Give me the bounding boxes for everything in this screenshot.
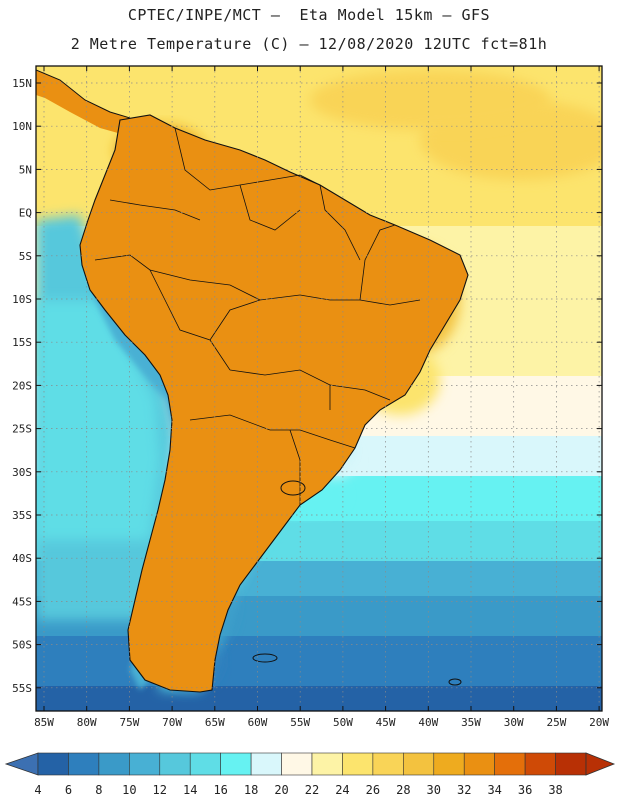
lat-label: 5N <box>19 163 32 176</box>
axis-ticks <box>36 66 602 711</box>
colorbar-swatch <box>129 752 161 776</box>
lon-label: 65W <box>205 716 225 729</box>
colorbar-swatch <box>281 752 313 776</box>
colorbar-label: 18 <box>244 783 258 797</box>
lon-label: 55W <box>290 716 310 729</box>
lat-label: 40S <box>12 552 32 565</box>
colorbar-swatch <box>403 752 435 776</box>
lat-label: 50S <box>12 639 32 652</box>
band-coldest <box>36 686 602 711</box>
lon-label: 50W <box>333 716 353 729</box>
lon-label: 85W <box>34 716 54 729</box>
lat-label: 45S <box>12 595 32 608</box>
latitude-labels: 15N 10N 5N EQ 5S 10S 15S 20S 25S 30S 35S 40S 45S 50S 5… <box>12 77 32 695</box>
lon-label: 30W <box>504 716 524 729</box>
colorbar-label: 26 <box>366 783 380 797</box>
lat-label: 30S <box>12 466 32 479</box>
colorbar-low-arrow <box>4 752 39 776</box>
colorbar-label: 28 <box>396 783 410 797</box>
lat-label: EQ <box>19 207 32 220</box>
plot-frame <box>35 65 603 712</box>
lat-label: 35S <box>12 509 32 522</box>
colorbar-label: 4 <box>34 783 41 797</box>
colorbar-swatch <box>37 752 69 776</box>
colorbar-label: 20 <box>274 783 288 797</box>
colorbar-label: 34 <box>487 783 501 797</box>
lat-label: 15S <box>12 336 32 349</box>
colorbar-swatch <box>463 752 495 776</box>
colorbar-label: 14 <box>183 783 197 797</box>
lon-label: 45W <box>376 716 396 729</box>
lon-label: 60W <box>248 716 268 729</box>
colorbar-swatch <box>342 752 374 776</box>
colorbar-swatch <box>524 752 556 776</box>
longitude-labels: 85W 80W 75W 70W 65W 60W 55W 50W 45W 40W 35W 30W 25W 2… <box>34 716 609 729</box>
colorbar-label: 8 <box>95 783 102 797</box>
chart-title-line-1: CPTEC/INPE/MCT – Eta Model 15km – GFS <box>127 6 491 24</box>
colorbar-swatch <box>372 752 404 776</box>
colorbar-label: 32 <box>457 783 471 797</box>
colorbar-label: 10 <box>122 783 136 797</box>
lon-label: 20W <box>589 716 609 729</box>
colorbar-swatch <box>555 752 587 776</box>
colorbar-label: 22 <box>305 783 319 797</box>
colorbar-label: 16 <box>213 783 227 797</box>
colorbar-swatch <box>250 752 282 776</box>
colorbar-swatch <box>68 752 100 776</box>
colorbar-label: 24 <box>335 783 349 797</box>
lon-label: 25W <box>546 716 566 729</box>
lon-label: 70W <box>162 716 182 729</box>
colorbar-swatch <box>433 752 465 776</box>
colorbar-swatch <box>220 752 252 776</box>
chart-title-line-2: 2 Metre Temperature (C) – 12/08/2020 12U… <box>70 35 548 53</box>
colorbar-label: 36 <box>518 783 532 797</box>
colorbar-high-arrow <box>585 752 616 776</box>
lon-label: 80W <box>77 716 97 729</box>
colorbar-swatch <box>159 752 191 776</box>
lat-label: 10N <box>12 120 32 133</box>
lat-label: 20S <box>12 379 32 392</box>
lon-label: 40W <box>418 716 438 729</box>
temperature-field <box>36 66 602 711</box>
lat-label: 5S <box>19 250 32 263</box>
colorbar-swatch <box>98 752 130 776</box>
colorbar-label: 6 <box>65 783 72 797</box>
colorbar-label: 30 <box>427 783 441 797</box>
colorbar-swatch <box>189 752 221 776</box>
lat-label: 10S <box>12 293 32 306</box>
colorbar-label: 12 <box>153 783 167 797</box>
lon-label: 75W <box>119 716 139 729</box>
colorbar-swatch <box>494 752 526 776</box>
colorbar-swatch <box>311 752 343 776</box>
colorbar: 4 6 8 10 12 14 16 18 20 22 24 26 28 30 32 34 36 38 <box>4 752 616 797</box>
lat-label: 25S <box>12 423 32 436</box>
country-borders <box>94 127 421 505</box>
lat-label: 15N <box>12 77 32 90</box>
lon-label: 35W <box>461 716 481 729</box>
lat-label: 55S <box>12 682 32 695</box>
colorbar-label: 38 <box>548 783 562 797</box>
